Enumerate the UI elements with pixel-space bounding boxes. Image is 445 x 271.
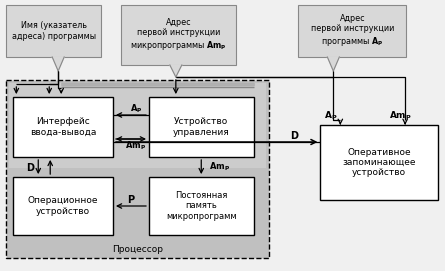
Text: $\mathbf{Am_P}$: $\mathbf{Am_P}$ [388, 110, 412, 122]
Bar [9, 83, 266, 168]
Text: $\mathbf{A_P}$: $\mathbf{A_P}$ [324, 110, 337, 122]
Bar [149, 177, 254, 235]
Bar [13, 177, 113, 235]
Polygon shape [170, 65, 182, 77]
Text: Операционное
устройство: Операционное устройство [28, 196, 98, 216]
Text: $\mathbf{Am_P}$: $\mathbf{Am_P}$ [125, 140, 146, 152]
Text: Адрес
первой инструкции
микропрограммы $\mathbf{Am_P}$: Адрес первой инструкции микропрограммы $… [130, 18, 227, 52]
Bar [6, 5, 101, 57]
Text: $\mathbf{P}$: $\mathbf{P}$ [126, 193, 135, 205]
Text: $\mathbf{Am_P}$: $\mathbf{Am_P}$ [209, 161, 230, 173]
Text: Имя (указатель
адреса) программы: Имя (указатель адреса) программы [12, 21, 96, 41]
Bar [121, 5, 236, 65]
Bar [149, 97, 254, 157]
Polygon shape [52, 57, 64, 71]
Text: $\mathbf{A_P}$: $\mathbf{A_P}$ [129, 103, 142, 115]
Bar [6, 80, 268, 258]
Text: Интерфейс
ввода-вывода: Интерфейс ввода-вывода [30, 117, 97, 137]
Text: Постоянная
память
микропрограмм: Постоянная память микропрограмм [166, 191, 237, 221]
Text: Оперативное
запоминающее
устройство: Оперативное запоминающее устройство [343, 148, 416, 178]
Bar [13, 97, 113, 157]
Polygon shape [328, 57, 340, 71]
Bar [320, 125, 438, 200]
Text: $\mathbf{D}$: $\mathbf{D}$ [25, 161, 35, 173]
Bar [299, 5, 406, 57]
Text: Устройство
управления: Устройство управления [173, 117, 230, 137]
Text: Адрес
первой инструкции
программы $\mathbf{A_P}$: Адрес первой инструкции программы $\math… [311, 14, 394, 48]
Text: Процессор: Процессор [112, 244, 163, 253]
Text: $\mathbf{D}$: $\mathbf{D}$ [290, 129, 299, 141]
